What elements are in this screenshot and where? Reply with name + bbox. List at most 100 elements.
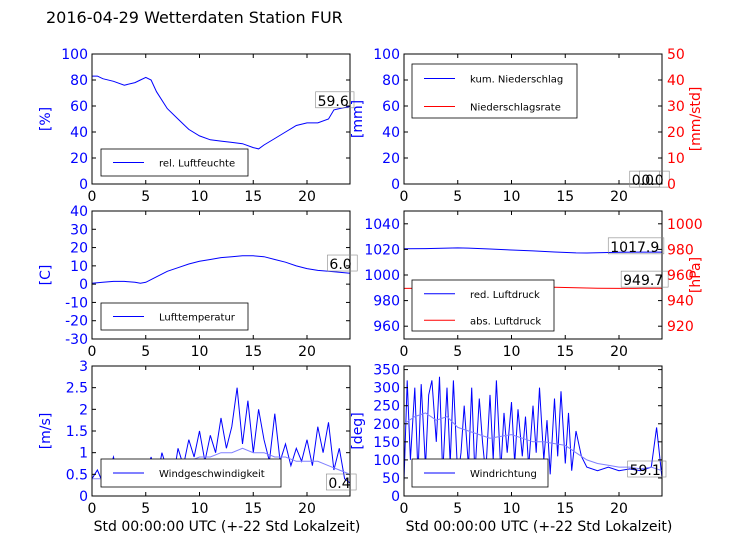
temperature-ytick-label: -30: [65, 332, 88, 348]
temperature-ytick-label: -10: [65, 295, 88, 311]
pressure-ytick-label: 980: [373, 294, 400, 310]
humidity-plot-frame: [91, 53, 351, 185]
wind_direction-xtick-label: 5: [453, 501, 462, 517]
wind_speed-legend-label-0: Windgeschwindigkeit: [159, 469, 265, 480]
precipitation-xtick-label: 0: [400, 189, 409, 205]
temperature-plot-frame: [91, 210, 351, 340]
precipitation-ytick-label: 80: [382, 73, 400, 89]
precipitation-xtick-label: 10: [503, 189, 521, 205]
precipitation-annotation-box-1: [639, 170, 670, 188]
precipitation-ytick-label: 20: [382, 151, 400, 167]
humidity-xtick-label: 5: [141, 189, 150, 205]
humidity-ytick-label: 80: [70, 73, 88, 89]
pressure-legend-box: [411, 279, 555, 332]
humidity-annotation-0: 59.6: [318, 94, 349, 110]
humidity-legend-label-0: rel. Luftfeuchte: [159, 159, 235, 170]
humidity-ytick-label: 60: [70, 99, 88, 115]
pressure-ytick-label: 1040: [364, 217, 400, 233]
pressure-annotation-0: 1017.9: [610, 240, 659, 256]
precipitation-legend-label-1: Niederschlagsrate: [470, 103, 561, 114]
pressure-legend-label-1: abs. Luftdruck: [470, 316, 541, 327]
temperature-xtick-label: 0: [88, 344, 97, 360]
wind_direction-ytick-label: 250: [373, 399, 400, 415]
pressure-xtick-label: 10: [503, 344, 521, 360]
pressure-y2tick-label: 940: [667, 294, 694, 310]
wind_speed-ylabel: [m/s]: [38, 413, 54, 450]
precipitation-y2tick-label: 40: [667, 73, 685, 89]
figure-title: 2016-04-29 Wetterdaten Station FUR: [46, 8, 343, 27]
pressure-y2tick-label: 1000: [667, 217, 703, 233]
pressure-legend-label-0: red. Luftdruck: [470, 290, 540, 301]
wind_direction-annotation-0: 59.1: [630, 463, 661, 479]
temperature-ylabel: [C]: [38, 265, 54, 286]
wind_direction-ytick-label: 150: [373, 435, 400, 451]
pressure-ytick-label: 1000: [364, 268, 400, 284]
temperature-legend-label-0: Lufttemperatur: [159, 313, 236, 324]
pressure-annotation-box-0: [607, 237, 665, 255]
pressure-ytick-label: 1020: [364, 242, 400, 258]
wind_speed-ytick-label: 0.5: [66, 467, 88, 483]
panel-pressure: [403, 210, 669, 340]
temperature-ytick-label: 0: [79, 277, 88, 293]
pressure-y2tick-label: 960: [667, 268, 694, 284]
wind_speed-ytick-label: 2.5: [66, 381, 88, 397]
humidity-xtick-label: 10: [191, 189, 209, 205]
wind_direction-ytick-label: 350: [373, 363, 400, 379]
wind_speed-xtick-label: 15: [244, 501, 262, 517]
temperature-ytick-label: 20: [70, 241, 88, 257]
wind_speed-annotation-box-0: [326, 473, 357, 491]
wind_speed-xtick-label: 0: [88, 501, 97, 517]
wind_speed-xlabel: Std 00:00:00 UTC (+-22 Std Lokalzeit): [94, 519, 361, 535]
panel-humidity: [91, 53, 355, 185]
precipitation-y2label: [mm/std]: [688, 87, 704, 152]
wind_speed-annotation-0: 0.4: [328, 476, 350, 492]
wind_direction-ylabel: [deg]: [350, 412, 366, 449]
pressure-xtick-label: 20: [610, 344, 628, 360]
wind_direction-ytick-label: 200: [373, 417, 400, 433]
precipitation-ytick-label: 60: [382, 99, 400, 115]
precipitation-xtick-label: 15: [556, 189, 574, 205]
wind_speed-ytick-label: 0: [79, 489, 88, 505]
pressure-xtick-label: 5: [453, 344, 462, 360]
wind_direction-plot-frame: [403, 365, 663, 497]
wind_speed-xtick-label: 5: [141, 501, 150, 517]
precipitation-y2tick-label: 10: [667, 151, 685, 167]
precipitation-legend-box: [411, 63, 578, 119]
precipitation-y2tick-label: 0: [667, 177, 676, 193]
temperature-xtick-label: 5: [141, 344, 150, 360]
pressure-y2tick-label: 980: [667, 242, 694, 258]
pressure-annotation-1: 949.7: [623, 273, 663, 289]
humidity-ylabel: [%]: [38, 107, 54, 131]
wind_direction-ytick-label: 300: [373, 381, 400, 397]
pressure-series-0-line: [404, 247, 662, 254]
wind_speed-xtick-label: 10: [191, 501, 209, 517]
temperature-xtick-label: 10: [191, 344, 209, 360]
wind_speed-ytick-label: 2: [79, 402, 88, 418]
wind_direction-series-0-line: [404, 376, 662, 482]
precipitation-ytick-label: 40: [382, 125, 400, 141]
wind_direction-xtick-label: 15: [556, 501, 574, 517]
pressure-xtick-label: 0: [400, 344, 409, 360]
panel-wind_direction: [403, 365, 667, 497]
panel-wind_speed: [91, 365, 357, 497]
wind_direction-ytick-label: 0: [391, 489, 400, 505]
precipitation-y2tick-label: 20: [667, 125, 685, 141]
precipitation-xtick-label: 5: [453, 189, 462, 205]
wind_direction-ytick-label: 100: [373, 453, 400, 469]
precipitation-ytick-label: 100: [373, 47, 400, 63]
wind_direction-annotation-box-0: [627, 460, 667, 478]
wind_speed-ytick-label: 1: [79, 446, 88, 462]
pressure-ytick-label: 960: [373, 319, 400, 335]
wind_direction-xtick-label: 10: [503, 501, 521, 517]
precipitation-plot-frame: [403, 53, 663, 185]
humidity-xtick-label: 0: [88, 189, 97, 205]
wind_direction-series-1-line: [404, 412, 662, 472]
pressure-y2label: [hPa]: [688, 257, 704, 293]
humidity-xtick-label: 15: [244, 189, 262, 205]
temperature-xtick-label: 20: [298, 344, 316, 360]
temperature-annotation-box-0: [327, 254, 358, 272]
precipitation-y2tick-label: 30: [667, 99, 685, 115]
wind_direction-xlabel: Std 00:00:00 UTC (+-22 Std Lokalzeit): [406, 519, 673, 535]
temperature-series-0-line: [92, 255, 350, 284]
